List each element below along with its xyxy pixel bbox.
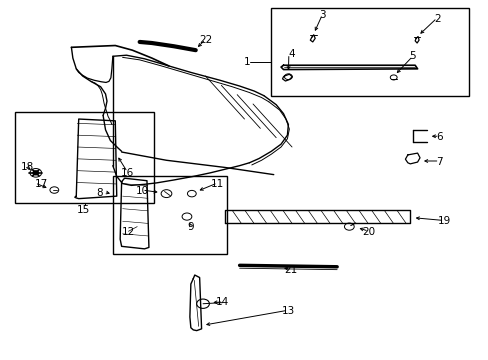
Text: 14: 14 bbox=[216, 297, 229, 307]
Text: 3: 3 bbox=[319, 10, 325, 20]
Bar bbox=[113, 176, 227, 253]
Text: 22: 22 bbox=[199, 35, 212, 45]
Text: 5: 5 bbox=[408, 51, 415, 61]
Text: 16: 16 bbox=[121, 168, 134, 178]
Text: 19: 19 bbox=[437, 216, 450, 226]
Bar bbox=[15, 112, 154, 203]
Circle shape bbox=[33, 171, 39, 175]
Text: 15: 15 bbox=[77, 206, 90, 216]
Text: 13: 13 bbox=[281, 306, 294, 316]
Text: 17: 17 bbox=[35, 179, 48, 189]
Text: 18: 18 bbox=[21, 162, 34, 172]
Text: 9: 9 bbox=[187, 222, 194, 231]
Text: 2: 2 bbox=[433, 14, 440, 24]
Text: 1: 1 bbox=[243, 57, 250, 67]
Bar bbox=[271, 8, 468, 96]
Text: 21: 21 bbox=[284, 265, 297, 275]
Text: 7: 7 bbox=[435, 157, 442, 167]
Text: 6: 6 bbox=[435, 132, 442, 142]
Text: 8: 8 bbox=[96, 188, 103, 198]
Text: 4: 4 bbox=[288, 49, 294, 59]
Text: 12: 12 bbox=[122, 227, 135, 237]
Text: 20: 20 bbox=[362, 227, 375, 237]
Text: 11: 11 bbox=[211, 179, 224, 189]
Text: 10: 10 bbox=[135, 186, 148, 196]
